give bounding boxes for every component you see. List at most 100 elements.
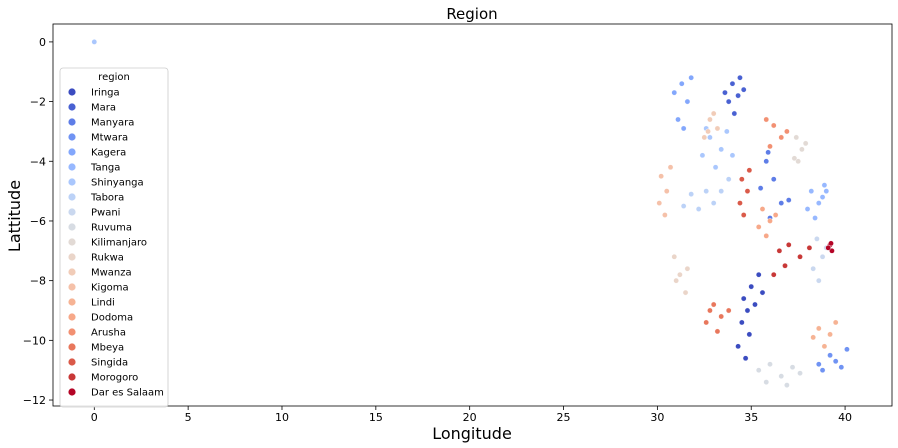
data-point (682, 289, 689, 296)
legend-marker (68, 268, 76, 276)
y-tick-label: −4 (30, 155, 46, 168)
data-point (746, 167, 753, 174)
data-point (776, 248, 783, 254)
y-tick-label: −6 (30, 215, 46, 228)
y-tick-label: −8 (30, 275, 46, 288)
x-tick-label: 30 (650, 411, 664, 424)
series-kagera (671, 74, 694, 132)
data-point (828, 240, 834, 247)
data-point (735, 92, 741, 99)
data-point (815, 277, 822, 284)
series-dodoma (755, 206, 779, 239)
data-point (772, 212, 779, 218)
data-point (731, 110, 738, 117)
data-point (832, 358, 839, 365)
data-point (671, 89, 678, 96)
data-point (784, 128, 790, 135)
data-point (658, 173, 664, 180)
data-point (755, 271, 762, 278)
legend-marker (68, 343, 76, 351)
series-kigoma (656, 164, 674, 218)
legend-label: Kilimanjaro (91, 238, 147, 249)
series-lindi (810, 319, 839, 350)
data-point (819, 194, 826, 200)
legend-label: Mtwara (91, 133, 128, 144)
data-point (746, 331, 753, 338)
data-point (825, 245, 831, 251)
data-point (688, 191, 694, 197)
data-point (819, 367, 826, 373)
data-point (737, 74, 743, 81)
data-point (740, 86, 747, 93)
data-point (714, 125, 721, 132)
x-tick-label: 25 (557, 411, 571, 424)
data-point (767, 218, 773, 224)
data-point (725, 98, 732, 105)
series-iringa (735, 271, 766, 362)
legend-box (59, 67, 169, 408)
data-point (806, 245, 813, 251)
data-point (714, 328, 721, 335)
data-point (815, 325, 822, 332)
series-arusha (763, 116, 790, 150)
data-point (695, 206, 702, 212)
data-point (785, 242, 792, 248)
legend-marker (68, 223, 76, 231)
data-point (821, 182, 828, 188)
data-point (770, 271, 777, 278)
legend-marker (68, 298, 76, 306)
legend-label: Kagera (91, 148, 126, 159)
legend-label: Shinyanga (91, 178, 144, 189)
y-tick-label: −2 (30, 96, 46, 109)
data-point (671, 253, 678, 260)
plot-area: 0 5 10 15 20 25 30 35 40 0 −2 −4 −6 −8 −10 −12 (23, 23, 893, 424)
series-kilimanjaro (791, 134, 809, 165)
data-point (678, 80, 685, 87)
legend-label: Singida (91, 358, 128, 369)
y-tick-label: −10 (23, 334, 46, 347)
data-point (755, 224, 762, 230)
series-singida (737, 167, 753, 218)
legend-marker (68, 388, 76, 396)
data-point (662, 212, 668, 218)
legend-label: Pwani (91, 208, 120, 219)
data-point (778, 134, 785, 141)
legend-marker (68, 358, 76, 366)
data-point (712, 164, 719, 171)
legend-marker (68, 133, 76, 141)
data-point (755, 367, 762, 373)
data-point (656, 200, 663, 206)
data-point (812, 215, 818, 221)
data-point (832, 319, 839, 326)
data-point (748, 283, 755, 290)
data-point (710, 110, 717, 117)
series-morogoro (770, 242, 813, 278)
data-point (782, 262, 788, 269)
data-point (778, 373, 785, 379)
data-point (814, 236, 820, 242)
data-point (804, 206, 811, 212)
legend-label: Manyara (91, 118, 134, 129)
data-point (763, 379, 770, 385)
series-mbeya (703, 301, 732, 335)
legend-marker (68, 163, 76, 171)
data-point (742, 355, 749, 362)
series-tabora (680, 176, 732, 212)
axes-frame (52, 23, 893, 407)
legend-marker (68, 193, 76, 201)
data-point (797, 370, 803, 376)
data-point (778, 200, 785, 206)
data-point (767, 143, 773, 150)
x-axis-label: Longitude (432, 424, 512, 443)
data-point (699, 152, 706, 159)
data-point (725, 176, 732, 182)
data-point (759, 206, 766, 212)
data-point (757, 185, 764, 191)
data-point (740, 295, 747, 302)
data-point (724, 128, 730, 135)
data-point (795, 158, 801, 165)
data-point (744, 188, 751, 194)
data-point (701, 134, 708, 141)
legend-label: Tabora (90, 193, 124, 204)
data-point (675, 116, 681, 123)
